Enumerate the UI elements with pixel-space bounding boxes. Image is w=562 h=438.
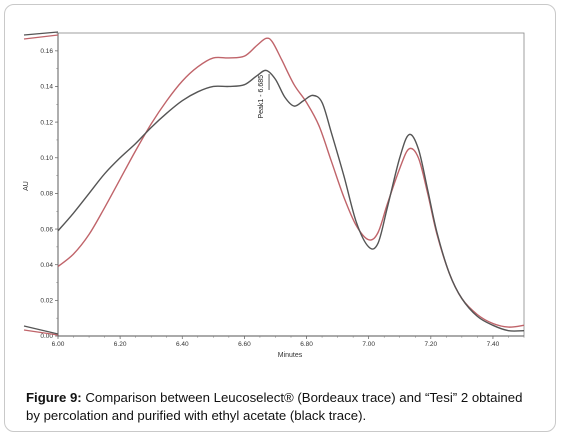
y-tick-label: 0.10: [40, 155, 53, 162]
series-bordeaux-stub: [23, 34, 59, 336]
x-tick-label: 6.80: [300, 341, 313, 348]
y-tick-label: 0.02: [40, 298, 53, 305]
y-axis-title: AU: [23, 181, 30, 191]
y-tick-label: 0.06: [40, 226, 53, 233]
y-tick-label: 0.14: [40, 84, 53, 91]
x-tick-label: 6.00: [52, 341, 65, 348]
series-black-stub: [23, 31, 59, 335]
x-axis-title: Minutes: [278, 352, 303, 359]
x-tick-label: 7.00: [362, 341, 375, 348]
y-tick-label: 0.04: [40, 262, 53, 269]
caption-label: Figure 9:: [26, 390, 82, 405]
caption-text: Comparison between Leucoselect® (Bordeau…: [26, 390, 523, 423]
figure-caption: Figure 9: Comparison between Leucoselect…: [26, 389, 536, 425]
y-tick-label: 0.00: [40, 333, 53, 340]
y-ticks: 0.00 0.02 0.04 0.06 0.08 0.10 0.12 0.14 0.16: [40, 32, 58, 340]
peak-annotation: Peak1 - 6.685: [258, 75, 265, 119]
x-tick-label: 6.60: [238, 341, 251, 348]
x-tick-label: 7.20: [424, 341, 437, 348]
x-tick-label: 7.40: [487, 341, 500, 348]
y-tick-label: 0.08: [40, 191, 53, 198]
x-tick-label: 6.20: [114, 341, 127, 348]
plot-area: [57, 32, 525, 337]
series-black-trace: [57, 69, 525, 332]
y-tick-label: 0.16: [40, 48, 53, 55]
y-tick-label: 0.12: [40, 119, 53, 126]
x-ticks: 6.00 6.20 6.40 6.60 6.80 7.00 7.20 7.40: [52, 336, 525, 348]
x-tick-label: 6.40: [176, 341, 189, 348]
